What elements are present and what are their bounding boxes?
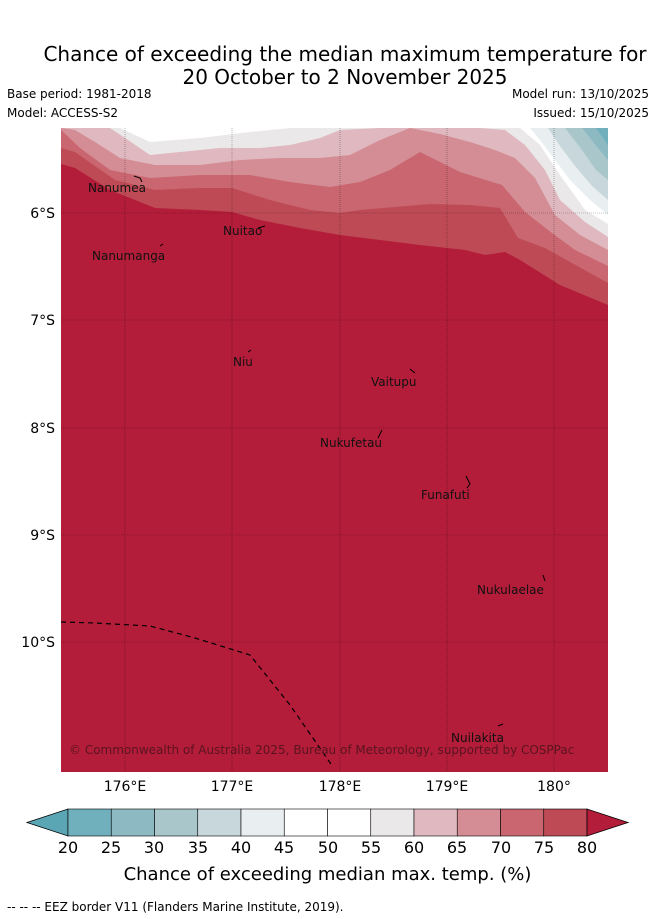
colorbar-swatch: [154, 808, 199, 837]
colorbar-tick-label: 80: [576, 838, 598, 857]
place-label-vaitupu: Vaitupu: [371, 375, 417, 389]
colorbar-tick-label: 20: [57, 838, 79, 857]
colorbar-swatch: [283, 808, 328, 837]
colorbar-tick-label: 50: [317, 838, 339, 857]
colorbar-label: Chance of exceeding median max. temp. (%…: [123, 864, 532, 885]
y-tick-label: 8°S: [30, 421, 55, 437]
colorbar-swatch: [543, 808, 588, 837]
place-labels: Nanumea Nuitao Nanumanga Niu Vaitupu Nuk…: [88, 181, 544, 745]
colorbar-swatch: [456, 808, 501, 837]
eez-legend-note: -- -- -- EEZ border V11 (Flanders Marine…: [7, 900, 344, 914]
colorbar-tick-label: 55: [360, 838, 382, 857]
nuilakita-island: [497, 723, 504, 727]
category-20-region: [596, 128, 608, 145]
y-tick-label: 6°S: [30, 206, 55, 222]
colorbar-swatch: [67, 808, 112, 837]
x-tick-label: 180°: [537, 779, 571, 795]
colorbar-tick-label: 30: [143, 838, 165, 857]
x-tick-label: 178°E: [319, 779, 362, 795]
colorbar-tick-label: 25: [100, 838, 122, 857]
place-label-nukufetau: Nukufetau: [320, 436, 382, 450]
y-tick-label: 10°S: [21, 635, 55, 651]
colorbar-tick-label: 70: [490, 838, 512, 857]
nuitao-island: [257, 225, 266, 229]
colorbar-swatch: [500, 808, 545, 837]
x-tick-label: 179°E: [426, 779, 469, 795]
place-label-funafuti: Funafuti: [421, 488, 470, 502]
place-label-niu: Niu: [233, 355, 253, 369]
y-axis-ticks: 6°S 7°S 8°S 9°S 10°S: [21, 206, 55, 651]
island-outlines: [133, 175, 546, 727]
place-label-nanumanga: Nanumanga: [92, 249, 165, 263]
funafuti-island: [465, 475, 471, 489]
colorbar-swatch: [240, 808, 285, 837]
colorbar-swatch: [413, 808, 458, 837]
place-label-nanumea: Nanumea: [88, 181, 146, 195]
colorbar: [25, 808, 630, 837]
place-label-nuitao: Nuitao: [223, 224, 262, 238]
category-60-region: [61, 128, 608, 250]
graticule: [61, 128, 608, 772]
nanumanga-island: [159, 243, 164, 247]
nukufetau-island: [377, 429, 383, 439]
colorbar-swatch: [197, 808, 242, 837]
model-run: Model run: 13/10/2025: [511, 87, 649, 101]
colorbar-tick-label: 40: [230, 838, 252, 857]
vaitupu-island: [409, 368, 416, 374]
x-tick-label: 176°E: [104, 779, 147, 795]
colorbar-tick-label: 60: [403, 838, 425, 857]
title-line-1: Chance of exceeding the median maximum t…: [43, 42, 647, 66]
place-label-nuilakita: Nuilakita: [451, 731, 504, 745]
x-axis-ticks: 176°E 177°E 178°E 179°E 180°: [104, 779, 571, 795]
title-line-2: 20 October to 2 November 2025: [182, 65, 508, 89]
category-25-region: [582, 128, 608, 160]
colorbar-swatch: [110, 808, 155, 837]
colorbar-over-arrow: [586, 808, 630, 837]
colorbar-swatch: [327, 808, 372, 837]
base-period: Base period: 1981-2018: [7, 87, 152, 101]
eez-border-line: [60, 621, 334, 768]
contour-layers: [61, 128, 608, 772]
place-label-nukulaelae: Nukulaelae: [477, 583, 544, 597]
y-tick-label: 7°S: [30, 313, 55, 329]
copyright-notice: © Commonwealth of Australia 2025, Bureau…: [69, 743, 574, 757]
nukulaelae-island: [542, 574, 546, 582]
colorbar-tick-label: 45: [273, 838, 295, 857]
colorbar-under-arrow: [25, 808, 69, 837]
colorbar-tick-label: 65: [446, 838, 468, 857]
x-tick-label: 177°E: [211, 779, 254, 795]
issued-date: Issued: 15/10/2025: [533, 106, 649, 120]
nanumea-island: [133, 175, 143, 183]
colorbar-tick-label: 35: [187, 838, 209, 857]
colorbar-swatch: [370, 808, 415, 837]
model-name: Model: ACCESS-S2: [7, 106, 119, 120]
category-50-region-west: [120, 128, 290, 142]
niu-island: [247, 349, 252, 353]
colorbar-tick-label: 75: [533, 838, 555, 857]
y-tick-label: 9°S: [30, 528, 55, 544]
